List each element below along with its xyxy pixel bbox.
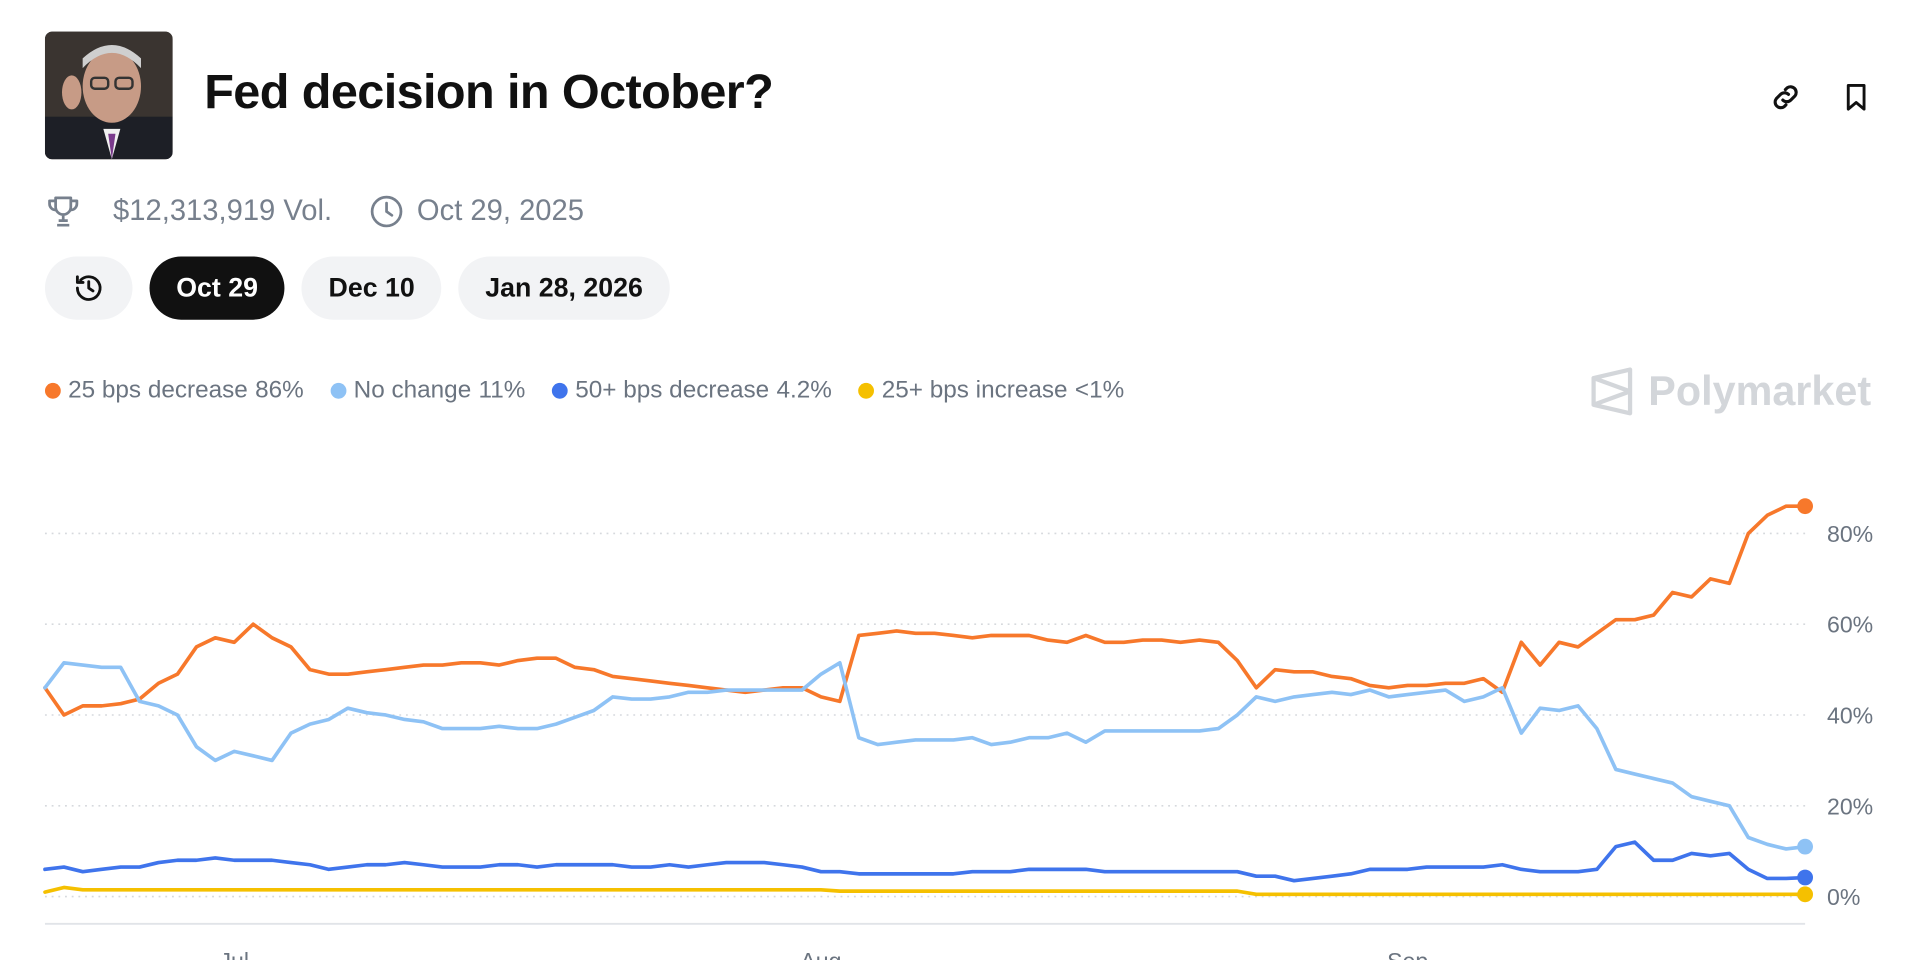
- copy-link-icon[interactable]: [1769, 80, 1803, 114]
- y-tick-label: 60%: [1827, 612, 1873, 638]
- legend-name: 25 bps decrease: [68, 376, 248, 404]
- end-marker: [1797, 869, 1814, 886]
- legend-swatch: [552, 382, 568, 399]
- clock-icon: [370, 195, 403, 228]
- brand-logo: [1591, 367, 1633, 416]
- end-marker: [1797, 838, 1814, 855]
- history-button[interactable]: [44, 256, 133, 320]
- legend-item: No change 11%: [330, 376, 526, 405]
- legend-swatch: [44, 382, 61, 399]
- date-tab[interactable]: Jan 28, 2026: [458, 256, 670, 320]
- series-line: [43, 661, 1807, 851]
- date-tab[interactable]: Dec 10: [301, 256, 442, 320]
- brand-name: Polymarket: [1648, 367, 1872, 414]
- trophy-icon: [48, 196, 79, 227]
- date-tabs: Oct 29 Dec 10 Jan 28, 2026: [44, 256, 670, 320]
- series-line: [43, 840, 1807, 883]
- market-image: [44, 31, 173, 160]
- legend-name: No change: [353, 376, 472, 404]
- legend-item: 50+ bps decrease 4.2%: [552, 377, 832, 405]
- legend-value: 11%: [478, 376, 526, 404]
- y-tick-label: 0%: [1827, 884, 1860, 910]
- legend-swatch: [330, 382, 347, 399]
- end-marker: [1797, 498, 1814, 515]
- end-date: Oct 29, 2025: [416, 194, 585, 228]
- x-tick-label: Jul: [219, 948, 249, 960]
- legend-value: 4.2%: [776, 376, 832, 404]
- legend-swatch: [858, 382, 875, 399]
- x-tick-label: Sep: [1387, 948, 1428, 960]
- brand: Polymarket: [1590, 367, 1871, 416]
- bookmark-icon[interactable]: [1840, 80, 1872, 114]
- series-line: [43, 504, 1807, 717]
- legend-name: 25+ bps increase: [881, 376, 1068, 404]
- volume: $12,313,919 Vol.: [113, 194, 333, 228]
- legend-value: <1%: [1074, 376, 1125, 404]
- portrait: [44, 31, 173, 160]
- x-tick-label: Aug: [800, 948, 841, 960]
- date-tab[interactable]: Oct 29: [149, 256, 285, 320]
- end-marker: [1797, 886, 1814, 903]
- legend-item: 25+ bps increase <1%: [858, 376, 1125, 405]
- y-tick-label: 20%: [1827, 793, 1873, 819]
- legend-item: 25 bps decrease 86%: [44, 376, 304, 405]
- legend: 25 bps decrease 86% No change 11% 50+ bps de…: [44, 376, 1125, 405]
- legend-value: 86%: [255, 376, 304, 404]
- market-title: Fed decision in October?: [204, 65, 774, 120]
- series-line: [43, 885, 1807, 897]
- legend-name: 50+ bps decrease: [575, 376, 770, 404]
- y-tick-label: 40%: [1827, 703, 1873, 729]
- y-tick-label: 80%: [1827, 521, 1873, 547]
- history-icon: [75, 275, 102, 301]
